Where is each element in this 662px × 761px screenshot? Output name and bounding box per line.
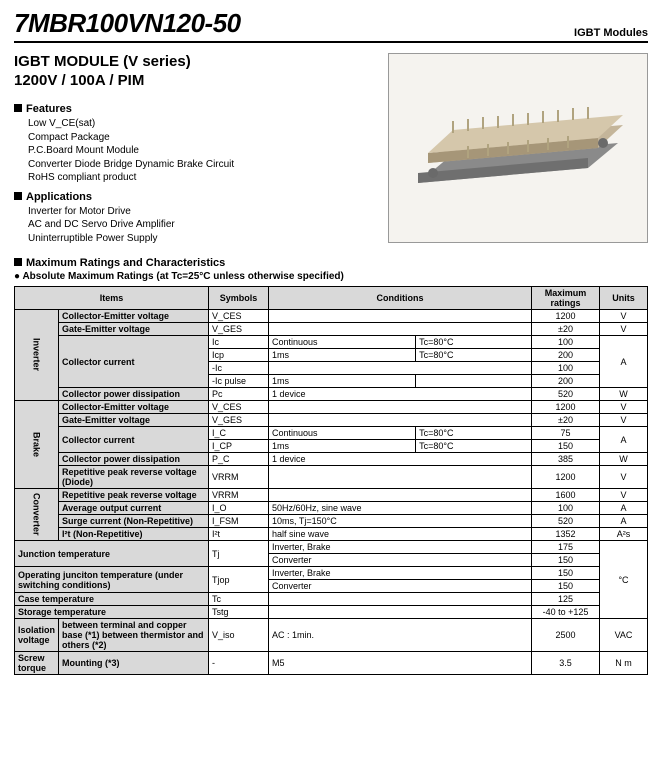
features-list: Low V_CE(sat) Compact Package P.C.Board … [14,117,380,185]
upper-panel: IGBT MODULE (V series) 1200V / 100A / PI… [14,53,648,245]
application-item: AC and DC Servo Drive Amplifier [28,218,380,232]
col-conditions: Conditions [269,287,532,310]
feature-item: Low V_CE(sat) [28,117,380,131]
header-bar: 7MBR100VN120-50 IGBT Modules [14,8,648,43]
col-symbols: Symbols [209,287,269,310]
group-brake: Brake [15,401,59,489]
ratings-table: Items Symbols Conditions Maximum ratings… [14,286,648,675]
feature-item: Compact Package [28,131,380,145]
ratings-subtitle: Absolute Maximum Ratings (at Tc=25°C unl… [14,271,648,282]
table-header-row: Items Symbols Conditions Maximum ratings… [15,287,648,310]
applications-list: Inverter for Motor Drive AC and DC Servo… [14,205,380,246]
col-units: Units [600,287,648,310]
application-item: Uninterruptible Power Supply [28,232,380,246]
module-title: IGBT MODULE (V series) [14,53,380,70]
application-item: Inverter for Motor Drive [28,205,380,219]
part-number: 7MBR100VN120-50 [14,8,241,39]
ratings-title: Maximum Ratings and Characteristics [14,257,648,269]
group-inverter: Inverter [15,310,59,401]
item: Collector-Emitter voltage [59,310,209,323]
feature-item: RoHS compliant product [28,171,380,185]
feature-item: P.C.Board Mount Module [28,144,380,158]
category-label: IGBT Modules [574,27,648,39]
col-maxratings: Maximum ratings [532,287,600,310]
applications-heading: Applications [14,191,380,203]
group-converter: Converter [15,489,59,541]
col-items: Items [15,287,209,310]
features-heading: Features [14,103,380,115]
module-icon [398,73,638,223]
upper-left: IGBT MODULE (V series) 1200V / 100A / PI… [14,53,380,245]
product-image [388,53,648,243]
module-rating: 1200V / 100A / PIM [14,72,380,89]
feature-item: Converter Diode Bridge Dynamic Brake Cir… [28,158,380,172]
